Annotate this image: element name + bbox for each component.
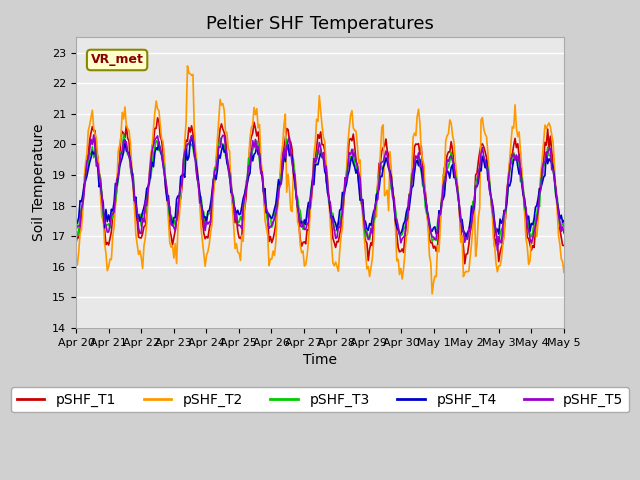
pSHF_T2 xyxy=(184,63,191,69)
pSHF_T5 xyxy=(219,132,227,138)
pSHF_T2 xyxy=(219,101,227,107)
pSHF_T4 xyxy=(188,133,195,139)
X-axis label: Time: Time xyxy=(303,353,337,367)
pSHF_T4 xyxy=(236,212,243,217)
pSHF_T5 xyxy=(493,248,501,253)
pSHF_T4 xyxy=(560,217,568,223)
pSHF_T3 xyxy=(287,152,294,158)
pSHF_T4 xyxy=(72,223,80,228)
pSHF_T2 xyxy=(287,207,294,213)
pSHF_T3 xyxy=(536,204,543,210)
pSHF_T2 xyxy=(428,291,436,297)
pSHF_T4 xyxy=(536,186,543,192)
pSHF_T1 xyxy=(154,115,161,121)
pSHF_T3 xyxy=(560,223,568,229)
Line: pSHF_T2: pSHF_T2 xyxy=(76,66,564,294)
pSHF_T3 xyxy=(495,241,502,247)
Title: Peltier SHF Temperatures: Peltier SHF Temperatures xyxy=(206,15,434,33)
pSHF_T3 xyxy=(236,219,243,225)
Line: pSHF_T3: pSHF_T3 xyxy=(76,134,564,244)
pSHF_T2 xyxy=(560,270,568,276)
pSHF_T1 xyxy=(461,261,468,266)
pSHF_T2 xyxy=(236,250,243,256)
pSHF_T1 xyxy=(132,212,140,218)
pSHF_T4 xyxy=(243,181,251,187)
pSHF_T1 xyxy=(536,186,543,192)
pSHF_T4 xyxy=(219,142,227,148)
Legend: pSHF_T1, pSHF_T2, pSHF_T3, pSHF_T4, pSHF_T5: pSHF_T1, pSHF_T2, pSHF_T3, pSHF_T4, pSHF… xyxy=(11,387,629,412)
pSHF_T2 xyxy=(72,261,80,266)
pSHF_T3 xyxy=(72,226,80,231)
pSHF_T5 xyxy=(287,150,294,156)
pSHF_T5 xyxy=(560,230,568,236)
pSHF_T1 xyxy=(243,178,251,184)
Bar xyxy=(76,83,564,267)
pSHF_T5 xyxy=(236,222,243,228)
Text: VR_met: VR_met xyxy=(91,53,143,67)
pSHF_T5 xyxy=(72,227,80,233)
pSHF_T3 xyxy=(243,175,251,181)
pSHF_T3 xyxy=(219,141,227,147)
pSHF_T5 xyxy=(536,191,543,197)
Line: pSHF_T1: pSHF_T1 xyxy=(76,118,564,264)
pSHF_T1 xyxy=(287,139,294,145)
pSHF_T3 xyxy=(133,213,141,219)
pSHF_T3 xyxy=(120,132,127,137)
Y-axis label: Soil Temperature: Soil Temperature xyxy=(33,124,47,241)
pSHF_T1 xyxy=(219,126,227,132)
pSHF_T1 xyxy=(72,240,80,246)
pSHF_T2 xyxy=(243,180,251,186)
pSHF_T4 xyxy=(287,151,294,157)
pSHF_T5 xyxy=(133,208,141,214)
Line: pSHF_T4: pSHF_T4 xyxy=(76,136,564,237)
pSHF_T2 xyxy=(132,231,140,237)
pSHF_T1 xyxy=(236,235,243,240)
pSHF_T4 xyxy=(132,194,140,200)
Line: pSHF_T5: pSHF_T5 xyxy=(76,135,564,251)
pSHF_T5 xyxy=(90,132,97,138)
pSHF_T4 xyxy=(462,234,470,240)
pSHF_T1 xyxy=(560,243,568,249)
pSHF_T5 xyxy=(243,176,251,181)
pSHF_T2 xyxy=(536,190,543,195)
